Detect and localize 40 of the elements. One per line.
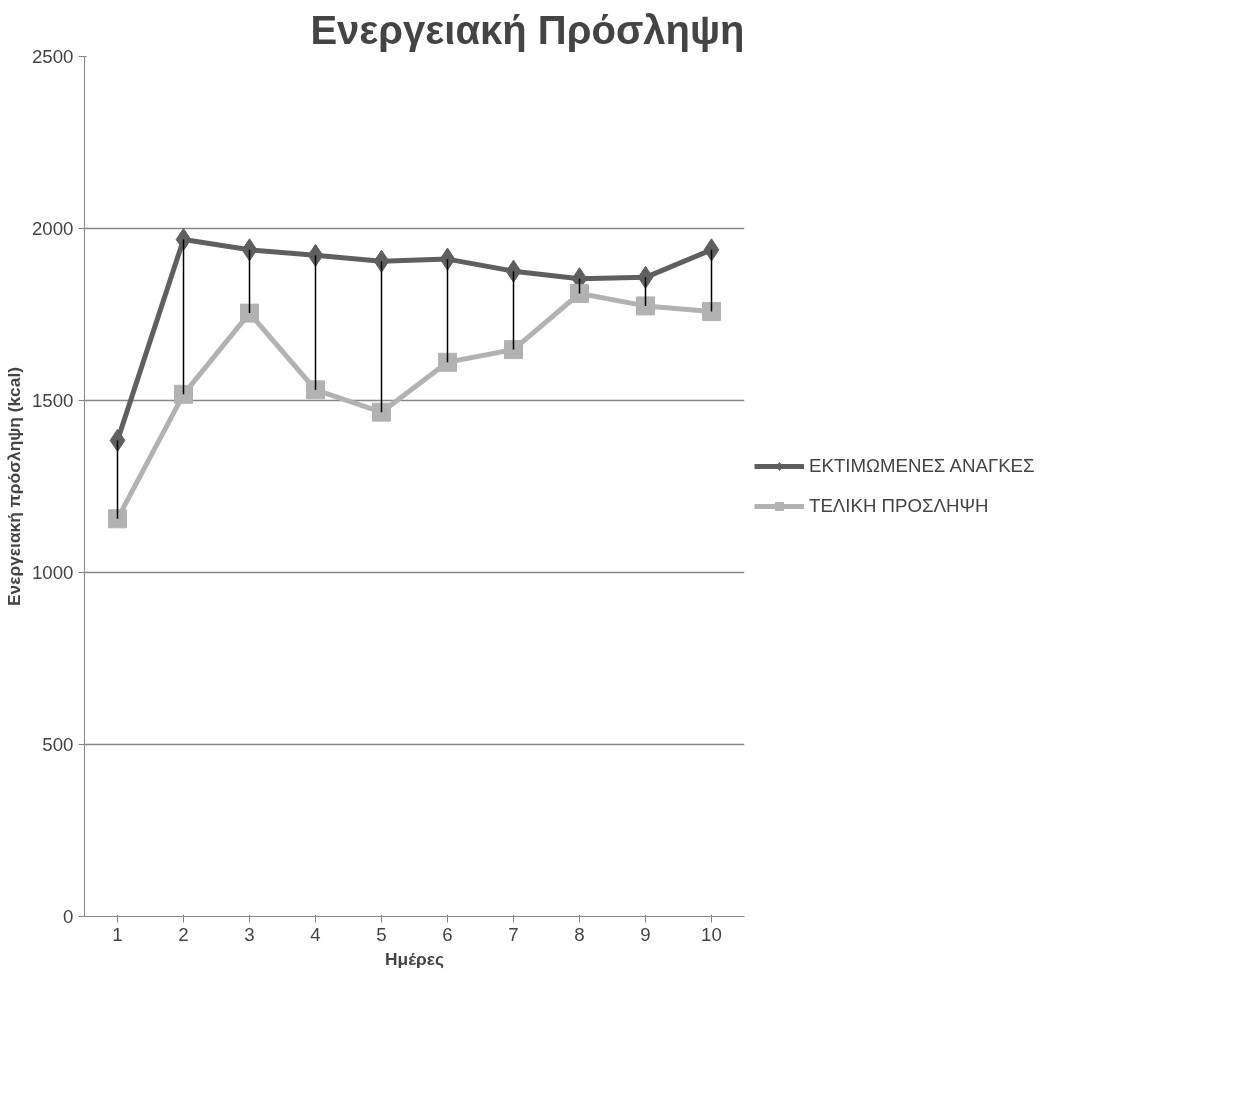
point xyxy=(702,301,721,321)
x-tick-label: 4 xyxy=(310,923,321,945)
y-tick-label: 1500 xyxy=(32,390,74,411)
point xyxy=(637,265,654,289)
x-tick-label: 3 xyxy=(244,923,255,945)
point xyxy=(175,228,192,252)
x-axis-title: Ημέρες xyxy=(385,948,444,969)
x-tick-label: 7 xyxy=(508,923,519,945)
y-tick-label: 2500 xyxy=(32,46,74,67)
point xyxy=(439,247,456,271)
x-tick-label: 10 xyxy=(701,923,722,945)
point xyxy=(241,238,258,262)
y-tick-label: 0 xyxy=(63,906,74,927)
x-tick-label: 8 xyxy=(574,923,585,945)
y-tick-label: 1000 xyxy=(32,562,74,583)
point xyxy=(240,303,259,323)
x-tick-label: 5 xyxy=(376,923,387,945)
point xyxy=(306,380,325,400)
point xyxy=(109,428,126,452)
point xyxy=(108,509,127,529)
x-tick-label: 2 xyxy=(178,923,189,945)
point xyxy=(636,296,655,316)
point xyxy=(373,249,390,273)
point xyxy=(505,259,522,283)
point xyxy=(504,340,523,360)
chart-title: Ενεργειακή Πρόσληψη xyxy=(310,7,745,52)
point xyxy=(307,243,324,267)
point xyxy=(372,402,391,422)
y-tick-label: 500 xyxy=(42,734,74,755)
x-tick-label: 1 xyxy=(112,923,123,945)
x-tick-label: 6 xyxy=(442,923,453,945)
legend-label: ΕΚΤΙΜΩΜΕΝΕΣ ΑΝΑΓΚΕΣ xyxy=(809,455,1035,477)
y-axis-title: Ενεργειακή πρόσληψη (kcal) xyxy=(4,367,24,606)
point xyxy=(174,384,193,404)
x-tick-label: 9 xyxy=(640,923,651,945)
point xyxy=(438,352,457,372)
legend-label: ΤΕΛΙΚΗ ΠΡΟΣΛΗΨΗ xyxy=(809,495,989,517)
point xyxy=(703,238,720,262)
point xyxy=(570,284,589,304)
y-tick-label: 2000 xyxy=(32,218,74,239)
